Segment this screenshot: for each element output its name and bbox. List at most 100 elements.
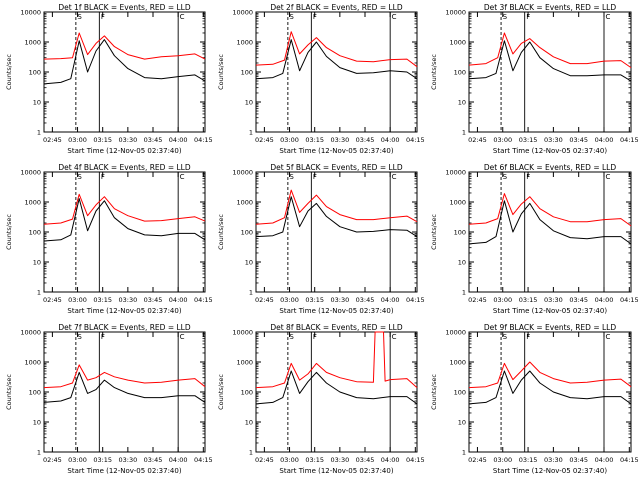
time-marker-label: S <box>289 333 294 341</box>
x-tick-label: 03:15 <box>93 136 112 144</box>
y-tick-label: 100 <box>454 69 466 77</box>
y-axis-label: Counts/sec <box>5 54 13 90</box>
x-tick-label: 02:45 <box>468 456 487 464</box>
time-marker-label: S <box>503 173 508 181</box>
x-axis-label: Start Time (12-Nov-05 02:37:40) <box>67 147 181 155</box>
chart-title: Det 3f BLACK = Events, RED = LLD <box>484 3 617 12</box>
time-marker-label: S <box>77 173 82 181</box>
time-marker-label: F <box>526 13 530 21</box>
x-tick-label: 02:45 <box>43 296 62 304</box>
y-tick-label: 10000 <box>20 329 41 337</box>
y-tick-label: 100 <box>29 69 41 77</box>
x-axis-label: Start Time (12-Nov-05 02:37:40) <box>279 147 393 155</box>
x-tick-label: 03:15 <box>305 136 324 144</box>
time-marker-label: F <box>313 173 317 181</box>
y-tick-label: 1 <box>249 129 253 137</box>
y-tick-label: 10000 <box>232 329 253 337</box>
y-tick-label: 100 <box>29 229 41 237</box>
time-marker-label: C <box>392 13 397 21</box>
x-axis-label: Start Time (12-Nov-05 02:37:40) <box>493 467 607 475</box>
y-tick-label: 10 <box>33 99 41 107</box>
series-line-black <box>468 370 632 405</box>
x-tick-label: 03:45 <box>144 456 163 464</box>
y-axis-label: Counts/sec <box>217 54 225 90</box>
x-axis-label: Start Time (12-Nov-05 02:37:40) <box>279 467 393 475</box>
x-tick-label: 04:00 <box>169 296 188 304</box>
y-tick-label: 100 <box>241 389 253 397</box>
y-tick-label: 1000 <box>24 39 41 47</box>
y-tick-label: 1000 <box>449 359 466 367</box>
x-tick-label: 03:30 <box>544 456 563 464</box>
x-tick-label: 03:45 <box>144 296 163 304</box>
time-marker-label: C <box>180 13 185 21</box>
y-tick-label: 100 <box>454 389 466 397</box>
series-line-red <box>43 364 206 389</box>
series-line-black <box>255 196 418 238</box>
x-tick-label: 02:45 <box>255 296 274 304</box>
x-tick-label: 03:30 <box>544 296 563 304</box>
x-tick-label: 04:00 <box>595 136 614 144</box>
y-axis-label: Counts/sec <box>430 374 438 410</box>
time-marker-label: F <box>526 173 530 181</box>
time-marker-label: F <box>101 13 105 21</box>
x-axis-label: Start Time (12-Nov-05 02:37:40) <box>67 307 181 315</box>
chart-panel-6: Det 6f BLACK = Events, RED = LLD Counts/s… <box>430 163 639 315</box>
chart-panel-2: Det 2f BLACK = Events, RED = LLD Counts/s… <box>217 3 425 155</box>
x-tick-label: 03:00 <box>280 456 299 464</box>
time-marker-label: C <box>606 13 611 21</box>
series-line-black <box>468 40 632 82</box>
chart-panel-7: Det 7f BLACK = Events, RED = LLD Counts/s… <box>5 323 213 475</box>
chart-panel-8: Det 8f BLACK = Events, RED = LLD Counts/s… <box>217 323 425 475</box>
chart-title: Det 1f BLACK = Events, RED = LLD <box>58 3 191 12</box>
plot-frame <box>43 11 206 133</box>
time-marker-label: C <box>180 333 185 341</box>
chart-title: Det 4f BLACK = Events, RED = LLD <box>58 163 191 172</box>
y-tick-label: 1000 <box>24 199 41 207</box>
y-tick-label: 1000 <box>449 39 466 47</box>
x-tick-label: 04:00 <box>169 456 188 464</box>
series-line-red <box>468 361 632 389</box>
y-tick-label: 1 <box>462 449 466 457</box>
time-marker-label: C <box>180 173 185 181</box>
y-tick-label: 10000 <box>232 9 253 17</box>
y-axis-label: Counts/sec <box>5 374 13 410</box>
y-tick-label: 100 <box>241 229 253 237</box>
y-tick-label: 10 <box>33 419 41 427</box>
time-marker-label: S <box>77 13 82 21</box>
x-tick-label: 04:15 <box>620 296 639 304</box>
x-tick-label: 03:45 <box>569 296 588 304</box>
time-marker-label: S <box>289 13 294 21</box>
x-tick-label: 04:00 <box>169 136 188 144</box>
series-line-red <box>468 193 632 227</box>
y-tick-label: 10 <box>458 259 466 267</box>
plot-frame <box>255 11 418 133</box>
y-tick-label: 10000 <box>232 169 253 177</box>
series-line-red <box>43 32 206 60</box>
x-tick-label: 04:15 <box>194 136 213 144</box>
y-tick-label: 10000 <box>20 9 41 17</box>
x-tick-label: 02:45 <box>468 136 487 144</box>
series-line-black <box>43 39 206 85</box>
x-tick-label: 03:30 <box>330 136 349 144</box>
chart-title: Det 7f BLACK = Events, RED = LLD <box>58 323 191 332</box>
plot-frame <box>468 171 632 293</box>
x-tick-label: 02:45 <box>255 136 274 144</box>
time-marker-label: S <box>77 333 82 341</box>
time-marker-label: C <box>392 173 397 181</box>
chart-panel-9: Det 9f BLACK = Events, RED = LLD Counts/s… <box>430 323 639 475</box>
x-tick-label: 03:15 <box>93 456 112 464</box>
y-axis-label: Counts/sec <box>5 214 13 250</box>
y-axis-label: Counts/sec <box>430 214 438 250</box>
chart-panel-3: Det 3f BLACK = Events, RED = LLD Counts/s… <box>430 3 639 155</box>
y-axis-label: Counts/sec <box>217 214 225 250</box>
x-tick-label: 03:00 <box>68 136 87 144</box>
x-tick-label: 04:00 <box>381 456 400 464</box>
x-tick-label: 03:30 <box>118 136 137 144</box>
y-axis-label: Counts/sec <box>430 54 438 90</box>
series-line-red <box>255 331 418 389</box>
x-tick-label: 03:15 <box>93 296 112 304</box>
x-tick-label: 02:45 <box>255 456 274 464</box>
x-tick-label: 03:15 <box>519 296 538 304</box>
x-tick-label: 02:45 <box>43 136 62 144</box>
